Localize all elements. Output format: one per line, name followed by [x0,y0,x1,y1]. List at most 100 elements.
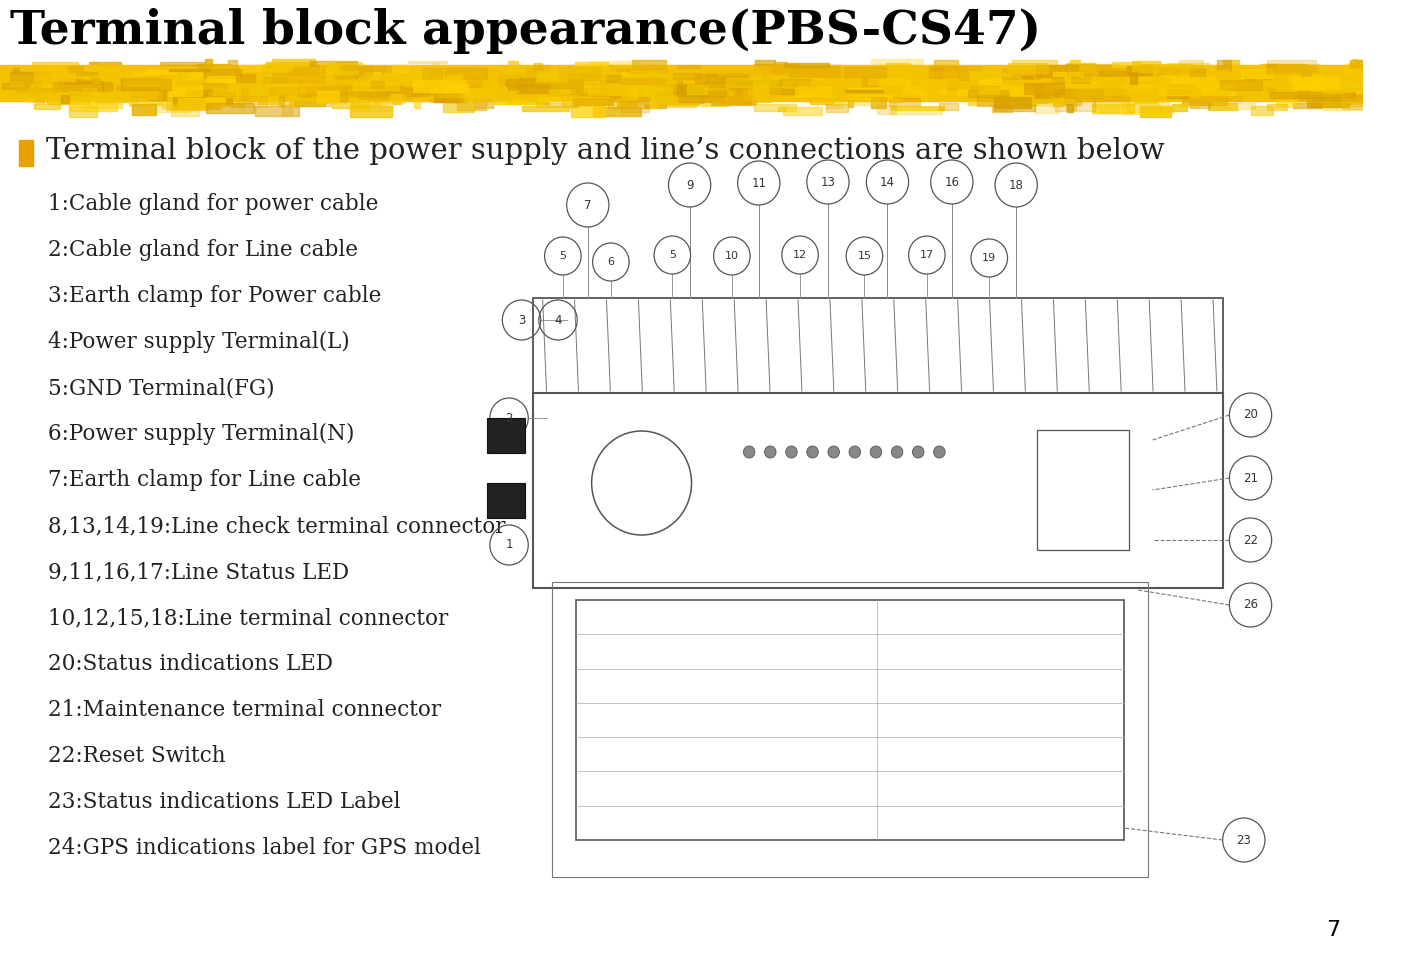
Bar [1037,97,1049,103]
Bar [62,76,102,79]
Bar [412,89,433,92]
Text: 8,13,14,19:Line check terminal connector: 8,13,14,19:Line check terminal connector [48,515,505,537]
Bar [965,67,988,74]
Bar [1218,59,1230,71]
Bar [1158,88,1192,95]
Bar [677,65,700,68]
Bar [612,78,620,87]
Bar [968,89,1009,97]
Text: 4: 4 [555,313,562,327]
Bar [1357,63,1379,67]
Bar [142,103,189,112]
Text: 2: 2 [505,412,512,424]
Bar [748,80,783,85]
Bar [373,74,383,81]
Bar [614,68,629,71]
Bar [203,83,227,90]
Bar [674,74,701,79]
Bar [1342,106,1392,109]
Bar [789,66,840,77]
Bar [810,66,854,71]
Bar [192,92,234,96]
Bar [596,76,613,82]
Text: 5:GND Terminal(FG): 5:GND Terminal(FG) [48,377,275,399]
Bar [226,71,238,81]
Bar [1208,103,1237,110]
Bar [877,104,895,114]
Circle shape [912,446,924,458]
Bar [1122,103,1169,114]
Bar [631,73,675,84]
Bar [534,63,542,73]
Bar [624,97,660,104]
Bar [227,60,237,69]
Bar [1053,98,1063,105]
Bar [1195,84,1236,95]
Bar [316,84,350,95]
Bar [282,104,292,115]
Text: 17: 17 [920,250,934,260]
Bar [1172,78,1218,81]
Bar [568,68,614,73]
Bar [438,88,465,94]
Text: 15: 15 [857,251,871,261]
Bar [1213,103,1256,109]
Bar [1311,103,1349,107]
Bar [47,96,89,104]
Bar [1178,104,1199,107]
Circle shape [827,446,840,458]
Bar [1118,71,1141,75]
Bar [995,95,1005,102]
Bar [912,80,958,89]
Bar [826,98,841,108]
Bar [1122,85,1166,88]
Bar [70,106,96,117]
Bar [728,96,751,103]
Bar [732,89,746,99]
Bar [647,65,654,77]
Bar [939,103,958,110]
Bar [1033,99,1064,104]
Bar [920,92,928,99]
Bar [534,393,1223,588]
Bar [1127,66,1152,75]
Bar [1249,86,1271,93]
Text: 10,12,15,18:Line terminal connector: 10,12,15,18:Line terminal connector [48,607,448,629]
Bar [832,97,876,105]
Bar [505,99,549,104]
Circle shape [870,446,881,458]
Bar [1276,100,1296,107]
Bar [1051,78,1097,81]
Bar [1141,64,1193,73]
Bar [656,97,697,106]
Bar [783,81,817,88]
Text: 6:Power supply Terminal(N): 6:Power supply Terminal(N) [48,423,355,445]
Bar [304,80,343,84]
Bar [255,106,299,116]
Bar [1073,89,1122,102]
Bar [538,71,566,80]
Bar [487,483,525,518]
Bar [708,83,734,96]
Bar [602,79,631,83]
Bar [1189,88,1200,97]
Bar [1054,101,1095,110]
Text: 22: 22 [1243,534,1259,546]
Bar [1064,64,1118,75]
Bar [744,96,772,103]
Bar [710,79,718,89]
Bar [724,91,744,103]
Bar [1182,93,1226,104]
Text: 18: 18 [1009,178,1023,192]
Bar [275,85,304,93]
Bar [1351,59,1382,67]
Bar [160,62,204,65]
Bar [119,91,145,101]
Bar [534,298,1223,393]
Bar [75,67,82,76]
Bar [1034,94,1060,102]
Bar [677,81,681,91]
Bar [1244,69,1271,79]
Bar [928,86,934,96]
Bar [1098,71,1130,76]
